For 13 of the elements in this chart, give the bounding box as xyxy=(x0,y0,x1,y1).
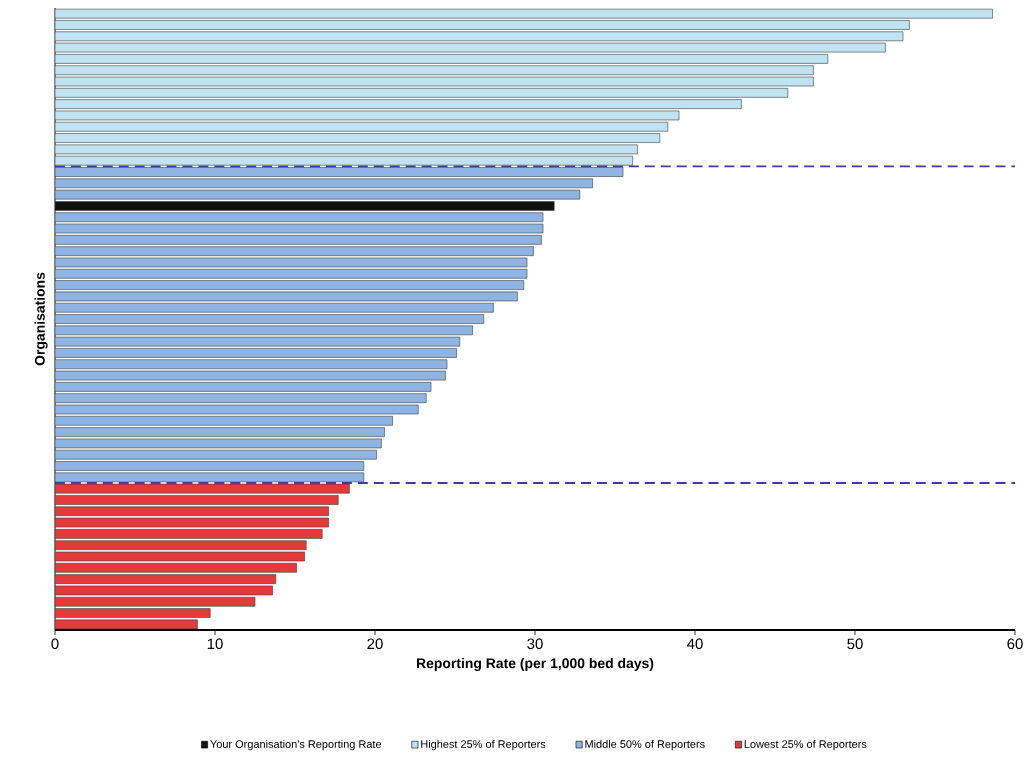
legend-label: Highest 25% of Reporters xyxy=(421,739,546,751)
x-axis-title: Reporting Rate (per 1,000 bed days) xyxy=(416,657,654,671)
x-tick-label: 50 xyxy=(847,638,863,650)
legend-label: Lowest 25% of Reporters xyxy=(744,739,867,751)
legend-label: Your Organisation's Reporting Rate xyxy=(210,739,382,751)
x-tick-label: 40 xyxy=(687,638,703,650)
y-axis-title: Organisations xyxy=(34,272,48,366)
x-tick-label: 0 xyxy=(51,638,59,650)
x-tick-label: 60 xyxy=(1007,638,1023,650)
x-tick-label: 20 xyxy=(367,638,383,650)
x-tick-label: 10 xyxy=(207,638,223,650)
x-tick-label: 30 xyxy=(527,638,543,650)
legend-label: Middle 50% of Reporters xyxy=(585,739,705,751)
